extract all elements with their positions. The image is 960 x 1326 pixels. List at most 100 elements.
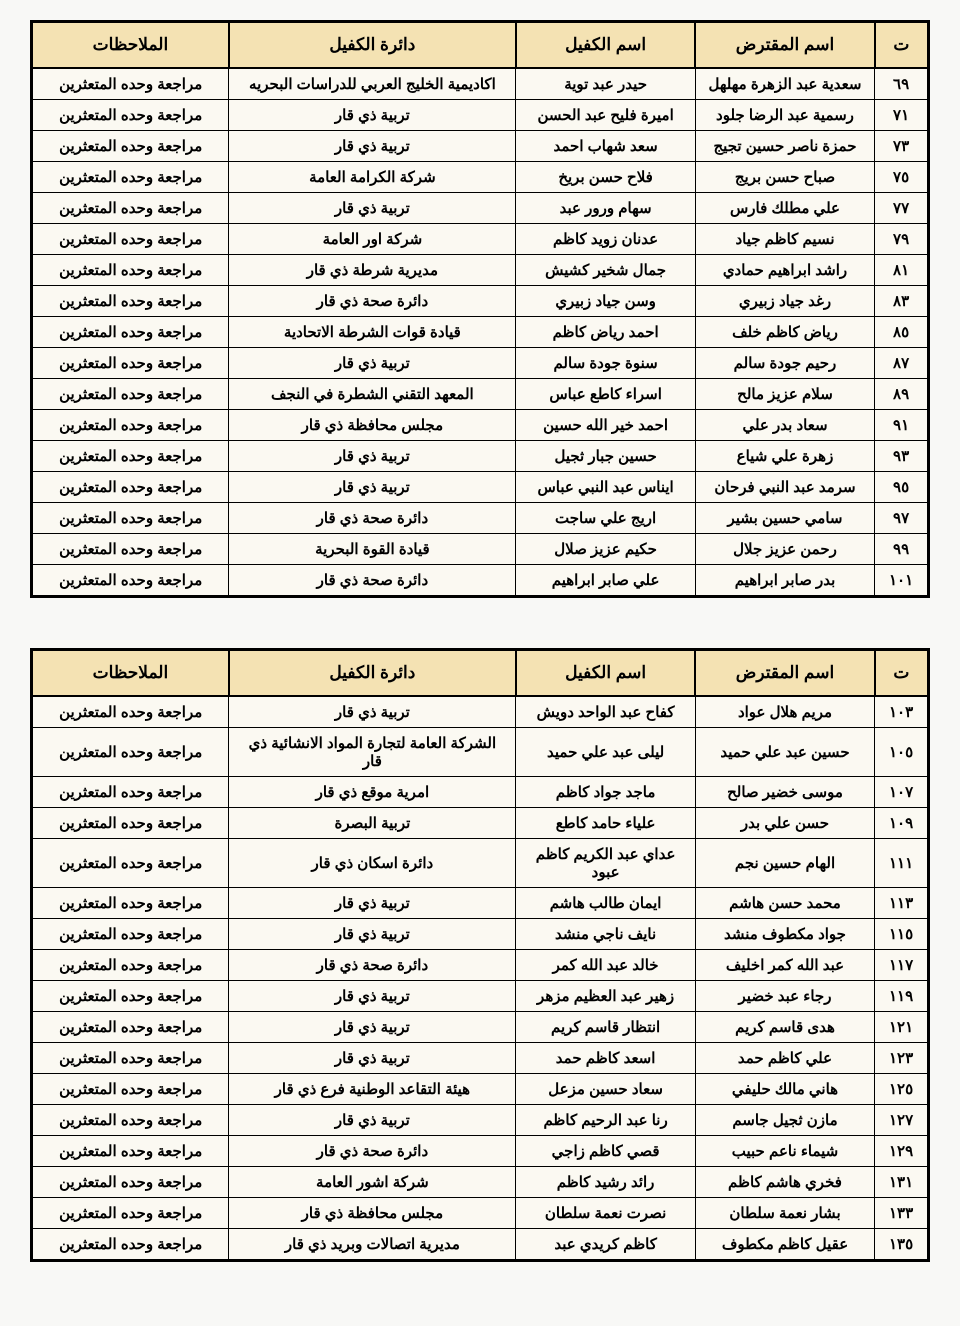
borrowers-table-2: ت اسم المقترض اسم الكفيل دائرة الكفيل ال… [30, 648, 930, 1262]
cell-seq: ٧٩ [875, 224, 929, 255]
cell-notes: مراجعة وحده المتعثرين [32, 950, 229, 981]
cell-guarantor: ايمان طالب هاشم [516, 888, 695, 919]
cell-borrower: علي مطلك فارس [695, 193, 874, 224]
cell-department: الشركة العامة لتجارة المواد الانشائية ذي… [229, 728, 516, 777]
cell-notes: مراجعة وحده المتعثرين [32, 888, 229, 919]
cell-guarantor: كاظم كريدي عبد [516, 1229, 695, 1261]
cell-notes: مراجعة وحده المتعثرين [32, 131, 229, 162]
table-row: ٧٣حمزة ناصر حسين تجيجسعد شهاب احمدتربية … [32, 131, 929, 162]
cell-borrower: موسى خضير صالح [695, 777, 874, 808]
cell-borrower: رحيم جودة سالم [695, 348, 874, 379]
cell-department: تربية ذي قار [229, 919, 516, 950]
table-row: ١٠٩حسن علي بدرعلياء حامد كاطعتربية البصر… [32, 808, 929, 839]
cell-guarantor: ايناس عبد النبي عباس [516, 472, 695, 503]
cell-guarantor: عدنان زويد كاظم [516, 224, 695, 255]
table-row: ١٢٧مازن ثجيل جاسمرنا عبد الرحيم كاظمتربي… [32, 1105, 929, 1136]
cell-guarantor: خالد عبد الله كمر [516, 950, 695, 981]
cell-notes: مراجعة وحده المتعثرين [32, 100, 229, 131]
cell-notes: مراجعة وحده المتعثرين [32, 728, 229, 777]
cell-seq: ١١٥ [875, 919, 929, 950]
table-row: ١١٩رجاء عبد خضيرزهير عبد العظيم مزهرتربي… [32, 981, 929, 1012]
table-row: ١٣١فخري هاشم كاظمرائد رشيد كاظمشركة اشور… [32, 1167, 929, 1198]
cell-notes: مراجعة وحده المتعثرين [32, 1229, 229, 1261]
cell-guarantor: ماجد جواد كاظم [516, 777, 695, 808]
cell-notes: مراجعة وحده المتعثرين [32, 565, 229, 597]
table-row: ٨١راشد ابراهيم حماديجمال شخير كشيشمديرية… [32, 255, 929, 286]
cell-department: شركة اور العامة [229, 224, 516, 255]
cell-seq: ٧٣ [875, 131, 929, 162]
cell-guarantor: اميرة فليح عبد الحسن [516, 100, 695, 131]
cell-seq: ١١٣ [875, 888, 929, 919]
cell-notes: مراجعة وحده المتعثرين [32, 1136, 229, 1167]
cell-department: تربية ذي قار [229, 100, 516, 131]
cell-guarantor: اسعد كاظم حمد [516, 1043, 695, 1074]
cell-guarantor: اريج علي ساجت [516, 503, 695, 534]
header-seq: ت [875, 22, 929, 69]
cell-notes: مراجعة وحده المتعثرين [32, 777, 229, 808]
cell-borrower: علي كاظم حمد [695, 1043, 874, 1074]
cell-seq: ٨١ [875, 255, 929, 286]
header-borrower: اسم المقترض [695, 650, 874, 697]
cell-borrower: سامي حسين بشير [695, 503, 874, 534]
table-row: ١١١الهام حسين نجمعداي عبد الكريم كاظم عب… [32, 839, 929, 888]
cell-notes: مراجعة وحده المتعثرين [32, 379, 229, 410]
cell-guarantor: جمال شخير كشيش [516, 255, 695, 286]
cell-seq: ١٠٩ [875, 808, 929, 839]
cell-department: شركة الكرامة العامة [229, 162, 516, 193]
cell-borrower: مريم هلال عواد [695, 696, 874, 728]
table-row: ١٠١بدر صابر ابراهيمعلي صابر ابراهيمدائرة… [32, 565, 929, 597]
cell-guarantor: حكيم عزيز صلال [516, 534, 695, 565]
cell-department: دائرة صحة ذي قار [229, 286, 516, 317]
cell-seq: ٩٧ [875, 503, 929, 534]
table-row: ٧٥صباح حسن بريجفلاح حسن بريخشركة الكرامة… [32, 162, 929, 193]
header-notes: الملاحظات [32, 650, 229, 697]
cell-seq: ٧٧ [875, 193, 929, 224]
cell-guarantor: احمد رياض كاظم [516, 317, 695, 348]
cell-seq: ١٢٩ [875, 1136, 929, 1167]
cell-borrower: سعدية عبد الزهرة مهلهل [695, 68, 874, 100]
table-row: ١٢٣علي كاظم حمداسعد كاظم حمدتربية ذي قار… [32, 1043, 929, 1074]
cell-department: قيادة القوة البحرية [229, 534, 516, 565]
cell-borrower: حسن علي بدر [695, 808, 874, 839]
cell-department: تربية ذي قار [229, 1105, 516, 1136]
cell-guarantor: نايف ناجي منشد [516, 919, 695, 950]
cell-department: دائرة اسكان ذي قار [229, 839, 516, 888]
cell-seq: ٧٥ [875, 162, 929, 193]
table-row: ١٠٥حسين عبد علي حميدليلى عبد علي حميدالش… [32, 728, 929, 777]
cell-seq: ٩٩ [875, 534, 929, 565]
cell-department: دائرة صحة ذي قار [229, 950, 516, 981]
cell-seq: ١٣٣ [875, 1198, 929, 1229]
cell-guarantor: قصي كاظم زاجي [516, 1136, 695, 1167]
cell-guarantor: نصرت نعمة سلطان [516, 1198, 695, 1229]
cell-seq: ٦٩ [875, 68, 929, 100]
cell-notes: مراجعة وحده المتعثرين [32, 472, 229, 503]
table-row: ١٢١هدى قاسم كريمانتظار قاسم كريمتربية ذي… [32, 1012, 929, 1043]
header-seq: ت [875, 650, 929, 697]
cell-borrower: راشد ابراهيم حمادي [695, 255, 874, 286]
cell-borrower: هدى قاسم كريم [695, 1012, 874, 1043]
table-row: ١٠٧موسى خضير صالحماجد جواد كاظمامرية موق… [32, 777, 929, 808]
table-row: ١٣٣بشار نعمة سلطاننصرت نعمة سلطانمجلس مح… [32, 1198, 929, 1229]
table-row: ٩٣زهرة علي شياعحسين جبار ثجيلتربية ذي قا… [32, 441, 929, 472]
table-row: ٨٣رغد جياد زبيريوسن جياد زبيريدائرة صحة … [32, 286, 929, 317]
cell-seq: ١٠١ [875, 565, 929, 597]
header-department: دائرة الكفيل [229, 650, 516, 697]
table-row: ١٢٩شيماء ناعم حبيبقصي كاظم زاجيدائرة صحة… [32, 1136, 929, 1167]
cell-notes: مراجعة وحده المتعثرين [32, 839, 229, 888]
cell-seq: ٩١ [875, 410, 929, 441]
cell-seq: ١٠٥ [875, 728, 929, 777]
cell-guarantor: وسن جياد زبيري [516, 286, 695, 317]
cell-department: اكاديمية الخليج العربي للدراسات البحريه [229, 68, 516, 100]
cell-borrower: سرمد عبد النبي فرحان [695, 472, 874, 503]
table-row: ٩١سعاد بدر علياحمد خير الله حسينمجلس محا… [32, 410, 929, 441]
table-row: ١١٧عبد الله كمر اخليفخالد عبد الله كمردا… [32, 950, 929, 981]
cell-borrower: هاني مالك حليفي [695, 1074, 874, 1105]
table-row: ١٢٥هاني مالك حليفيسعاد حسين مزعلهيئة الت… [32, 1074, 929, 1105]
cell-borrower: رجاء عبد خضير [695, 981, 874, 1012]
cell-department: تربية ذي قار [229, 1012, 516, 1043]
cell-borrower: الهام حسين نجم [695, 839, 874, 888]
cell-seq: ١١١ [875, 839, 929, 888]
cell-notes: مراجعة وحده المتعثرين [32, 255, 229, 286]
cell-guarantor: سعد شهاب احمد [516, 131, 695, 162]
cell-guarantor: زهير عبد العظيم مزهر [516, 981, 695, 1012]
